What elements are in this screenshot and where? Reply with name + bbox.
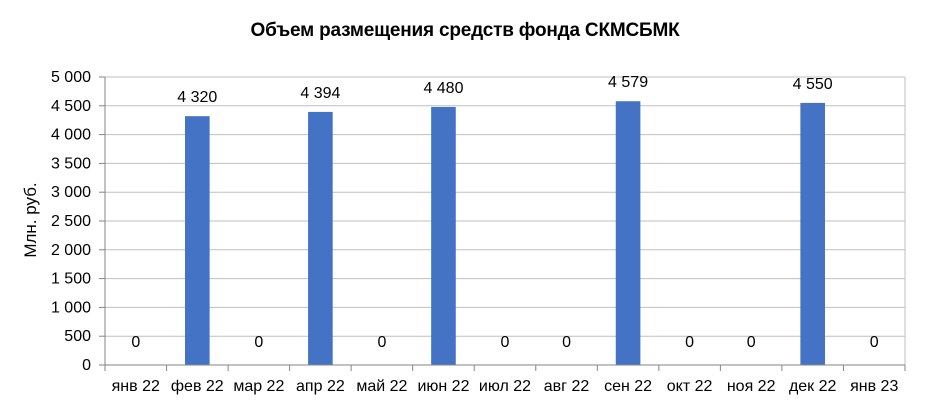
data-label: 4 480 <box>423 80 463 97</box>
data-label: 4 394 <box>300 85 340 102</box>
y-tick-label: 5 000 <box>51 69 91 86</box>
x-tick-label: июн 22 <box>417 378 469 395</box>
x-tick-label: авг 22 <box>544 378 590 395</box>
chart-title: Объем размещения средств фонда СКМСБМК <box>250 20 680 41</box>
bars <box>185 101 825 366</box>
x-tick-label: апр 22 <box>296 378 345 395</box>
axes: 0 500 1 000 1 500 2 000 2 500 3 000 3 500 4 000 4… <box>51 69 906 395</box>
data-label: 0 <box>562 334 571 351</box>
data-label: 0 <box>685 334 694 351</box>
data-label: 0 <box>377 334 386 351</box>
bar <box>615 101 641 365</box>
x-tick-label: сен 22 <box>604 378 652 395</box>
data-label: 0 <box>870 334 879 351</box>
data-label: 0 <box>131 334 140 351</box>
y-tick-label: 4 000 <box>51 127 91 144</box>
y-tick-label: 1 500 <box>51 271 91 288</box>
data-label: 4 550 <box>793 76 833 93</box>
x-tick-label: ноя 22 <box>727 378 776 395</box>
data-label: 0 <box>254 334 263 351</box>
data-label: 4 579 <box>608 74 648 91</box>
y-tick-label: 2 500 <box>51 213 91 230</box>
gridlines <box>105 76 906 365</box>
data-label: 0 <box>747 334 756 351</box>
x-tick-label: июл 22 <box>479 378 531 395</box>
y-tick-label: 1 000 <box>51 299 91 316</box>
x-tick-label: окт 22 <box>667 378 713 395</box>
y-tick-label: 500 <box>64 328 91 345</box>
bar <box>308 111 333 365</box>
y-tick-label: 2 000 <box>51 242 91 259</box>
x-tick-label: мар 22 <box>233 378 284 395</box>
y-tick-label: 0 <box>82 357 91 374</box>
bar <box>185 116 210 365</box>
x-tick-label: янв 22 <box>112 378 160 395</box>
y-axis-title: Млн. руб. <box>21 182 40 257</box>
data-label: 4 320 <box>177 89 217 106</box>
x-tick-label: фев 22 <box>171 378 224 395</box>
x-tick-label: май 22 <box>356 378 407 395</box>
y-tick-label: 4 500 <box>51 98 91 115</box>
data-label: 0 <box>501 334 510 351</box>
bar <box>431 106 456 366</box>
data-labels: 0 4 320 0 4 394 0 4 480 0 0 4 579 0 0 4 550 0 <box>131 74 878 351</box>
bar <box>800 102 825 366</box>
x-tick-label: янв 23 <box>850 378 898 395</box>
y-tick-label: 3 500 <box>51 155 91 172</box>
x-tick-label: дек 22 <box>789 378 837 395</box>
y-tick-label: 3 000 <box>51 184 91 201</box>
